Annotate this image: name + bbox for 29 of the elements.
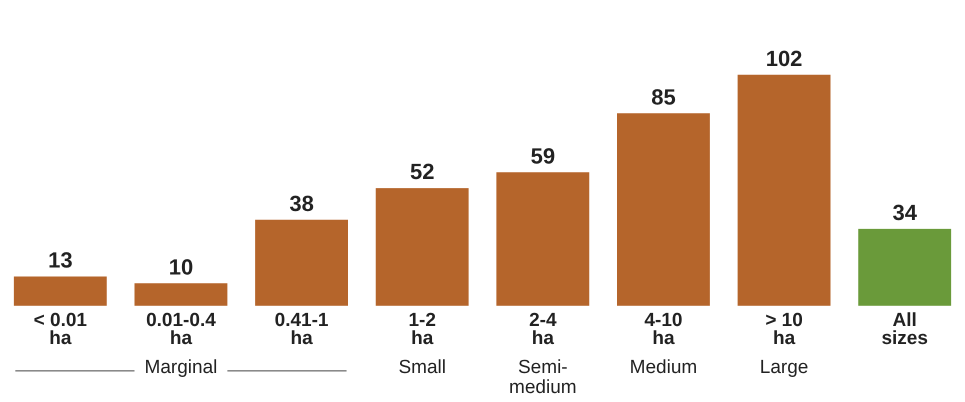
data-label: 52: [410, 159, 434, 184]
data-label: 34: [892, 200, 918, 225]
x-tick-label: 0.41-1 ha: [274, 310, 329, 350]
data-label: 10: [168, 254, 194, 280]
data-label: 59: [530, 143, 556, 168]
data-label: 13: [48, 248, 73, 273]
x-tick-label: 0.01-0.4 ha: [146, 310, 216, 350]
x-tick-label: < 0.01 ha: [34, 310, 88, 350]
bar: [738, 74, 831, 306]
x-tick-label: 4-10 ha: [644, 310, 682, 350]
text: Semi- medium: [509, 357, 577, 398]
data-label: 85: [651, 84, 676, 110]
bar: [134, 283, 228, 306]
text: Large: [760, 357, 808, 378]
bar: [255, 220, 348, 306]
x-tick-label: All sizes: [881, 310, 928, 350]
x-tick-label: > 10 ha: [765, 310, 803, 350]
x-tick-label: 2-4 ha: [529, 310, 557, 350]
x-tick-label: 1-2 ha: [408, 310, 436, 350]
data-label: 38: [289, 190, 314, 216]
bar: [376, 188, 469, 306]
text: Marginal: [144, 357, 218, 378]
bar: [616, 113, 710, 306]
data-label: 102: [766, 46, 802, 71]
bar: [858, 228, 952, 306]
text: Medium: [630, 357, 698, 378]
text: Small: [398, 357, 446, 378]
bar: [14, 276, 107, 306]
bar: [496, 172, 590, 306]
